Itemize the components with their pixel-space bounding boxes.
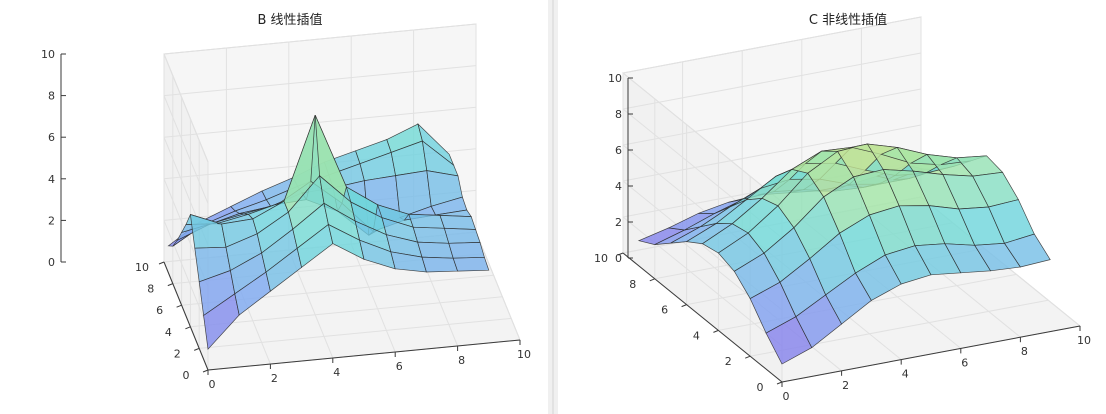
z-tick-label: 2 — [48, 214, 55, 227]
y-tick-label: 4 — [693, 329, 700, 342]
y-tick-label: 8 — [629, 278, 636, 291]
grid-line-back-horizontal — [622, 124, 922, 182]
y-tick-mark — [681, 304, 687, 308]
surface-face-1-7 — [417, 241, 454, 259]
z-tick-label: 0 — [615, 252, 622, 265]
y-tick-label: 4 — [165, 326, 172, 339]
x-tick-label: 10 — [517, 348, 531, 361]
y-tick-mark — [649, 278, 655, 282]
x-tick-label: 4 — [333, 366, 340, 379]
x-tick-label: 0 — [783, 390, 790, 403]
y-tick-label: 6 — [156, 304, 163, 317]
surface-plot-right — [637, 143, 1051, 365]
z-tick-label: 6 — [615, 144, 622, 157]
grid-line-side-horizontal — [163, 95, 209, 204]
grid-line-back-horizontal — [622, 52, 922, 110]
y-tick-label: 0 — [757, 381, 764, 394]
grid-line-back-horizontal — [163, 23, 477, 55]
z-tick-label: 10 — [41, 48, 55, 61]
surface-face-3-7 — [408, 213, 445, 229]
y-tick-mark — [158, 261, 165, 265]
y-tick-label: 2 — [174, 347, 181, 360]
x-tick-label: 6 — [396, 360, 403, 373]
z-tick-label: 4 — [615, 180, 622, 193]
y-axis-line — [163, 261, 209, 371]
z-tick-label: 8 — [615, 108, 622, 121]
grid-line-y — [190, 296, 503, 328]
y-tick-mark — [617, 252, 624, 256]
y-tick-mark — [176, 304, 182, 308]
x-axis-line — [781, 325, 1081, 383]
z-tick-label: 6 — [48, 131, 55, 144]
grid-line-back-horizontal — [163, 106, 477, 138]
x-tick-label: 0 — [209, 378, 216, 391]
z-tick-label: 10 — [608, 72, 622, 85]
surface-plot-left — [167, 114, 490, 350]
x-tick-label: 2 — [271, 372, 278, 385]
chart-title-left: B 线性插值 — [257, 12, 322, 28]
surface-face-2-8 — [443, 227, 481, 244]
y-tick-mark — [713, 329, 719, 333]
y-tick-mark — [776, 381, 783, 385]
grid-line-y — [199, 317, 512, 349]
x-axis-line — [207, 339, 521, 371]
x-tick-label: 2 — [842, 379, 849, 392]
y-tick-label: 10 — [594, 252, 608, 265]
y-tick-label: 8 — [147, 283, 154, 296]
y-tick-mark — [167, 283, 173, 287]
z-tick-label: 4 — [48, 173, 55, 186]
surface-face-1-8 — [448, 242, 485, 259]
chart-title-right: C 非线性插值 — [809, 12, 887, 28]
grid-line-side-horizontal — [163, 53, 209, 163]
grid-line-side-horizontal — [622, 72, 783, 203]
y-tick-mark — [202, 369, 209, 373]
grid-line-back-horizontal — [622, 16, 922, 74]
surface-face-0-7 — [421, 256, 459, 273]
x-tick-label: 8 — [1021, 345, 1028, 358]
y-tick-label: 0 — [183, 369, 190, 382]
chart-panel-right: 0 2 4 6 8 10 0 2 4 6 8 10 0 2 4 6 8 10 C 非线性插值 — [558, 0, 1106, 414]
surface-face-0-8 — [1003, 233, 1051, 268]
tick-labels-right: 0 2 4 6 8 10 0 2 4 6 8 10 0 2 4 6 8 10 — [594, 72, 1091, 403]
z-tick-label: 8 — [48, 90, 55, 103]
grid-line-side-horizontal — [163, 220, 209, 329]
surface-face-0-8 — [452, 256, 490, 272]
y-axis-line — [622, 252, 783, 383]
x-tick-label: 4 — [902, 368, 909, 381]
grid-line-back-horizontal — [622, 88, 922, 146]
surface-face-3-8 — [439, 215, 477, 230]
y-tick-label: 6 — [661, 304, 668, 317]
z-tick-label: 0 — [48, 256, 55, 269]
y-tick-label: 10 — [135, 261, 149, 274]
y-tick-mark — [745, 355, 751, 359]
y-tick-label: 2 — [725, 355, 732, 368]
x-tick-label: 6 — [961, 356, 968, 369]
grid-line-back-horizontal — [163, 65, 477, 97]
y-tick-mark — [194, 347, 200, 351]
x-tick-label: 10 — [1077, 334, 1091, 347]
y-tick-mark — [185, 326, 191, 330]
grid-line-x — [475, 231, 521, 341]
grid-line-x — [350, 243, 396, 353]
surface-face-2-7 — [412, 226, 450, 244]
z-tick-label: 2 — [615, 216, 622, 229]
x-tick-label: 8 — [458, 354, 465, 367]
